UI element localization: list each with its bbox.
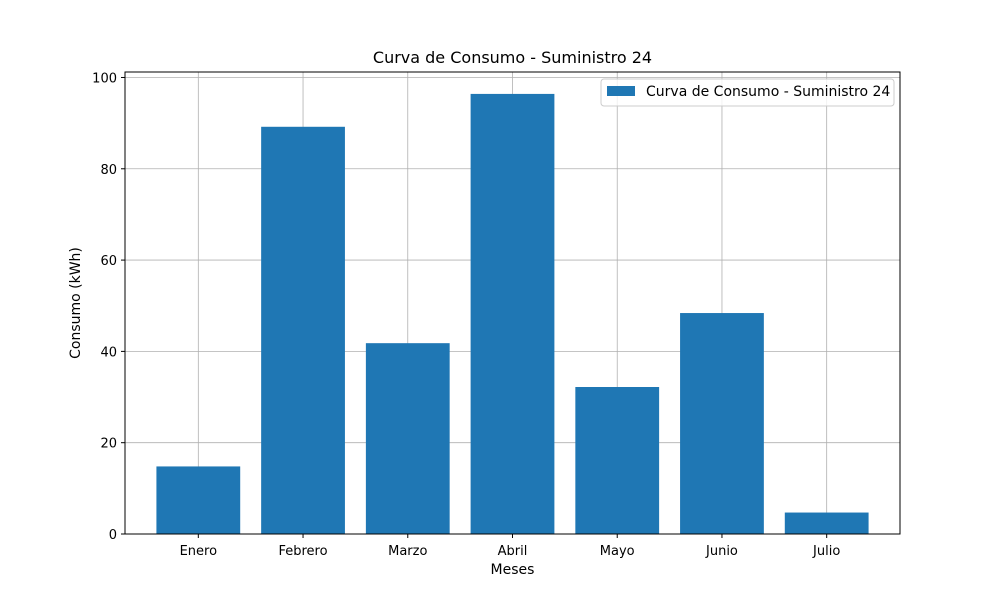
x-tick-label: Abril bbox=[498, 544, 528, 559]
legend-swatch bbox=[607, 86, 635, 96]
bar-marzo bbox=[365, 343, 450, 534]
y-tick-label: 100 bbox=[92, 71, 117, 86]
axis-ticks: 0 20 40 60 80 100 Enero Febrero Marzo Abril Mayo Ju… bbox=[92, 71, 840, 559]
bar-junio bbox=[680, 313, 764, 534]
y-tick-label: 0 bbox=[109, 528, 117, 543]
x-tick-label: Junio bbox=[705, 544, 738, 559]
y-tick-label: 40 bbox=[100, 345, 117, 360]
legend-label: Curva de Consumo - Suministro 24 bbox=[646, 84, 890, 100]
legend: Curva de Consumo - Suministro 24 bbox=[600, 78, 895, 107]
y-tick-label: 60 bbox=[100, 254, 117, 269]
bar-enero bbox=[156, 466, 241, 534]
chart-title: Curva de Consumo - Suministro 24 bbox=[373, 48, 652, 67]
x-tick-label: Enero bbox=[180, 544, 218, 559]
x-tick-label: Marzo bbox=[388, 544, 427, 559]
bar-mayo bbox=[575, 387, 660, 534]
x-axis-label: Meses bbox=[491, 562, 535, 578]
bar-abril bbox=[470, 93, 555, 535]
y-tick-label: 80 bbox=[100, 163, 117, 178]
x-tick-label: Julio bbox=[812, 544, 840, 559]
bar-febrero bbox=[261, 126, 345, 535]
bar-julio bbox=[784, 512, 869, 534]
bars bbox=[156, 93, 869, 535]
legend-box bbox=[600, 78, 895, 107]
x-tick-label: Febrero bbox=[278, 544, 327, 559]
y-tick-label: 20 bbox=[100, 437, 117, 452]
x-tick-label: Mayo bbox=[600, 544, 635, 559]
y-axis-label: Consumo (kWh) bbox=[68, 247, 84, 359]
